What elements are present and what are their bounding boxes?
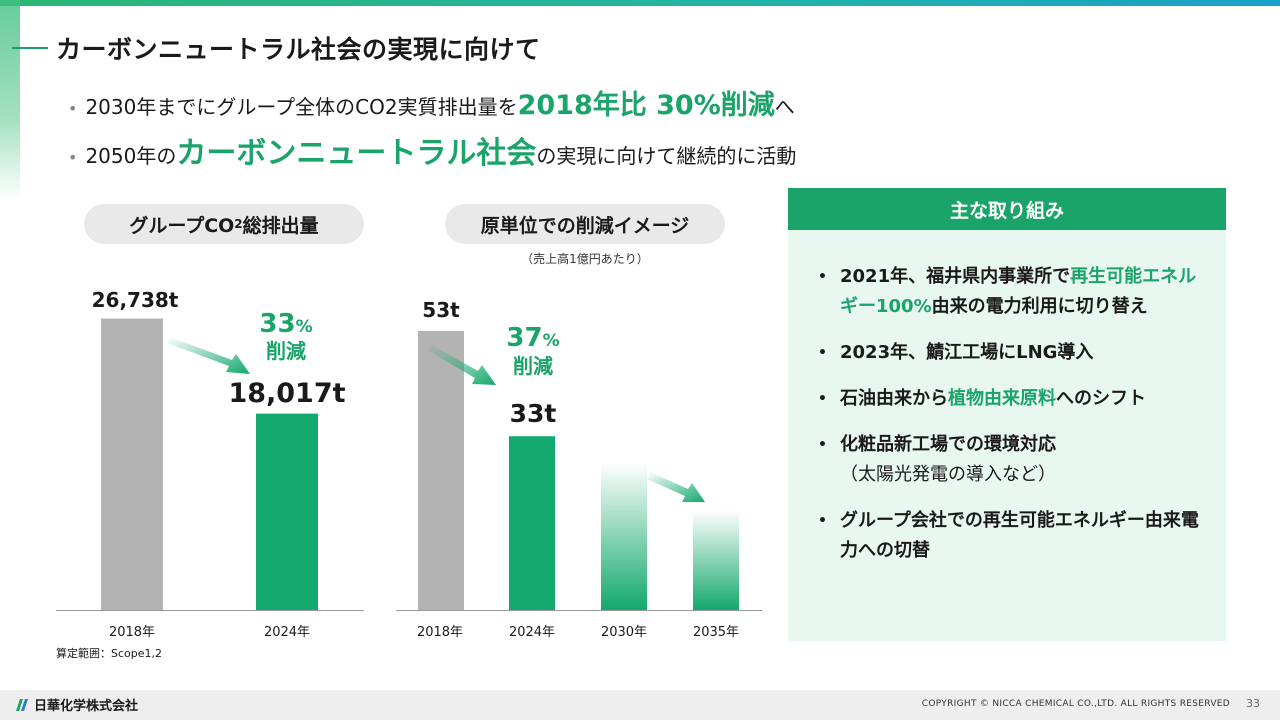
initiatives-list: • 2021年、福井県内事業所で再生可能エネルギー100%由来の電力利用に切り替え… [788,230,1226,566]
bullet-text: 2050年の [85,144,177,168]
panel-heading: 主な取り組み [788,188,1226,230]
chart2-reduction-arrow [427,344,496,385]
list-item-text: 石油由来から植物由来原料へのシフト [840,388,1146,409]
chart2-subtitle: （売上高1億円あたり） [521,252,649,266]
bullet-dot: • [818,513,827,529]
bullet-2050-goal: • 2050年の カーボンニュートラル社会 の実現に向けて継続的に活動 [68,132,796,180]
chart2-value-label: 53t [422,298,460,322]
bullet-highlight: 2018年比 30%削減 [517,90,775,121]
chart2-bar-2035年 [693,509,739,610]
chart1-xtick: 2018年 [109,625,155,640]
chart1-bar-2018年 [101,318,163,610]
chart2-xtick: 2035年 [693,625,739,640]
list-item-text: グループ会社での再生可能エネルギー由来電力への切替 [840,510,1199,561]
chart2-xtick: 2024年 [509,625,555,640]
initiatives-panel: 主な取り組み • 2021年、福井県内事業所で再生可能エネルギー100%由来の電力… [788,188,1226,641]
scope-note: 算定範囲：Scope1,2 [56,647,163,660]
chart2-reduction-percent: 37% [506,323,559,353]
list-item-text: 2021年、福井県内事業所で再生可能エネルギー100%由来の電力利用に切り替え [840,266,1197,317]
copyright: COPYRIGHT © NICCA CHEMICAL CO.,LTD. ALL … [921,699,1230,709]
chart1-title: グループCO [129,214,235,237]
chart1-value-label: 18,017t [228,378,345,409]
headline-bullets: • 2030年までにグループ全体のCO2実質排出量を 2018年比 30%削減 … [68,84,796,180]
footer: 日華化学株式会社 COPYRIGHT © NICCA CHEMICAL CO.,… [0,690,1280,720]
chart1-value-label: 26,738t [92,288,179,312]
list-item: • 2021年、福井県内事業所で再生可能エネルギー100%由来の電力利用に切り替え [818,262,1202,322]
chart1-title-pill: グループCO 2 総排出量 [84,204,364,244]
chart2-xtick: 2030年 [601,625,647,640]
list-item: • 2023年、鯖江工場にLNG導入 [818,338,1202,368]
company-logo[interactable]: 日華化学株式会社 [14,695,138,714]
chart1-title-subscript: 2 [234,217,243,231]
bullet-2030-target: • 2030年までにグループ全体のCO2実質排出量を 2018年比 30%削減 … [68,84,796,132]
chart2-title-pill: 原単位での削減イメージ [445,204,725,244]
company-name: 日華化学株式会社 [34,699,139,714]
left-accent-gradient [0,0,20,200]
chart2-future-arrow [647,472,705,502]
list-item: • グループ会社での再生可能エネルギー由来電力への切替 [818,506,1202,566]
bullet-dot: • [68,148,78,167]
chart1-bar-2024年 [256,413,318,610]
title-rule [12,47,48,49]
bullet-highlight: カーボンニュートラル社会 [176,136,537,171]
bullet-dot: • [818,437,827,453]
page-number: 33 [1246,697,1260,710]
list-item: • 化粧品新工場での環境対応 （太陽光発電の導入など） [818,430,1202,490]
chart1-xtick: 2024年 [264,625,310,640]
chart1-title-tail: 総排出量 [242,214,319,237]
chart2-value-label: 33t [510,399,557,428]
chart1-reduction-word: 削減 [266,339,306,363]
bullet-text-tail: の実現に向けて継続的に活動 [536,144,797,168]
chart1-reduction-arrow [167,337,250,374]
charts-canvas: 2018年 2024年 26,738t 18,017t 33% 削減 2018年… [56,288,762,640]
chart2-reduction-word: 削減 [513,354,553,378]
list-item-text: 2023年、鯖江工場にLNG導入 [840,342,1094,363]
bullet-dot: • [68,99,78,118]
top-accent-bar [0,0,1280,6]
chart2-bar-2024年 [509,436,555,610]
chart2-title: 原単位での削減イメージ [480,214,690,237]
bullet-text: 2030年までにグループ全体のCO2実質排出量を [85,95,518,119]
chart2-xtick: 2018年 [417,625,463,640]
chart2-bar-2030年 [601,462,647,610]
bullet-text-tail: へ [774,95,795,119]
bullet-dot: • [818,345,827,361]
bullet-dot: • [818,391,827,407]
chart2-bar-2018年 [418,330,464,610]
list-item: • 石油由来から植物由来原料へのシフト [818,384,1202,414]
nicca-logo-icon [16,698,28,711]
bullet-dot: • [818,269,827,285]
chart1-reduction-percent: 33% [259,309,312,339]
list-item-text: 化粧品新工場での環境対応 （太陽光発電の導入など） [840,434,1056,485]
page-title: カーボンニュートラル社会の実現に向けて [56,35,541,64]
